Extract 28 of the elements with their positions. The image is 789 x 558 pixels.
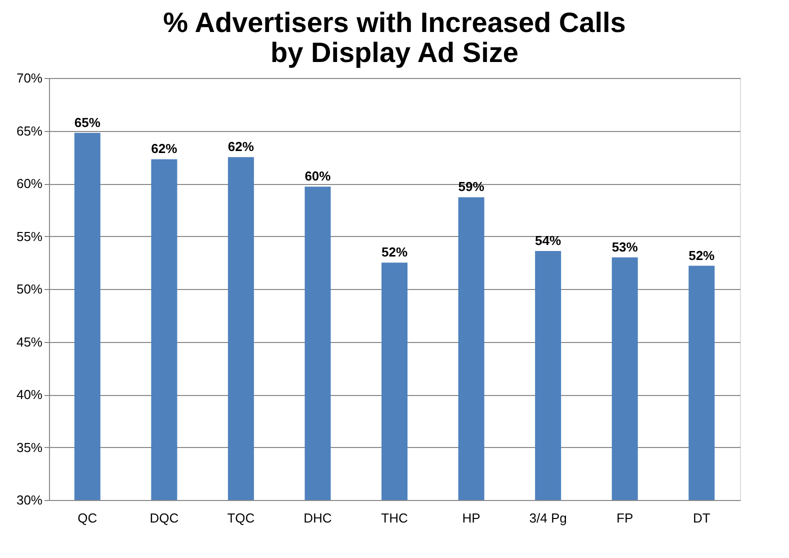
chart-title: % Advertisers with Increased Calls by Display Ad Size	[163, 7, 626, 68]
data-label: 52%	[381, 244, 408, 260]
y-tick-label: 65%	[16, 123, 43, 138]
y-tick-label: 30%	[16, 492, 43, 508]
y-tick-label: 70%	[16, 70, 43, 86]
y-tick-label: 45%	[16, 334, 43, 350]
x-tick-label: THC	[381, 510, 408, 526]
y-tick-label: 50%	[16, 282, 43, 296]
data-label: 62%	[151, 141, 178, 156]
x-tick-label: DHC	[304, 510, 332, 526]
x-tick-label: 3/4 Pg	[529, 510, 567, 526]
x-tick-label: HP	[462, 510, 480, 526]
y-tick-label: 35%	[16, 440, 43, 455]
data-label: 62%	[228, 139, 254, 154]
data-label: 52%	[688, 248, 716, 263]
data-label: 60%	[304, 168, 332, 184]
x-tick-label: FP	[616, 510, 634, 526]
x-tick-label: DQC	[150, 510, 179, 526]
data-label: 53%	[612, 239, 638, 254]
y-tick-label: 40%	[16, 387, 43, 402]
data-label: 59%	[458, 179, 485, 194]
data-label: 54%	[535, 233, 562, 248]
y-tick-label: 60%	[16, 176, 43, 191]
x-tick-label: DT	[692, 510, 710, 526]
y-tick-label: 55%	[16, 228, 43, 244]
x-tick-label: TQC	[227, 510, 255, 526]
data-label: 65%	[74, 114, 101, 130]
x-tick-label: QC	[78, 510, 98, 526]
